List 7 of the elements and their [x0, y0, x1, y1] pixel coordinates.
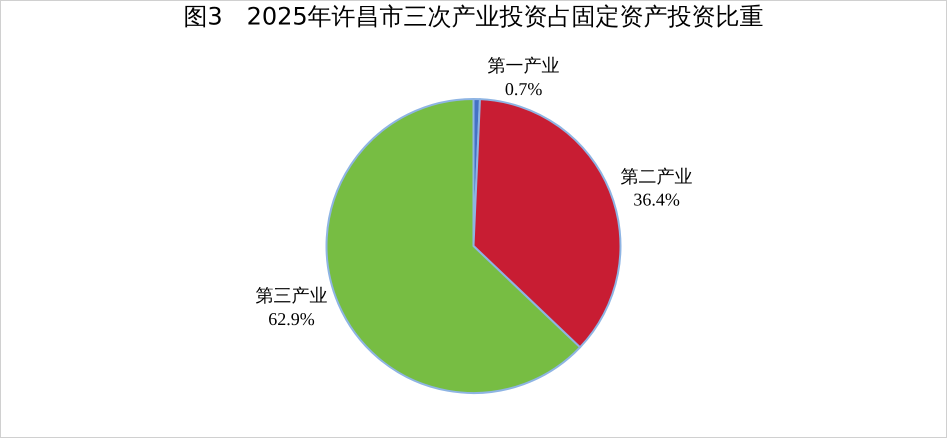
slice-label: 第一产业: [488, 56, 560, 76]
data-label: 62.9%: [268, 309, 315, 330]
chart-title: 图3 2025年许昌市三次产业投资占固定资产投资比重: [183, 2, 764, 30]
data-label: 36.4%: [633, 190, 680, 210]
slice-label: 第二产业: [620, 166, 693, 186]
data-label: 0.7%: [504, 79, 542, 100]
slice-label: 第三产业: [256, 286, 328, 306]
